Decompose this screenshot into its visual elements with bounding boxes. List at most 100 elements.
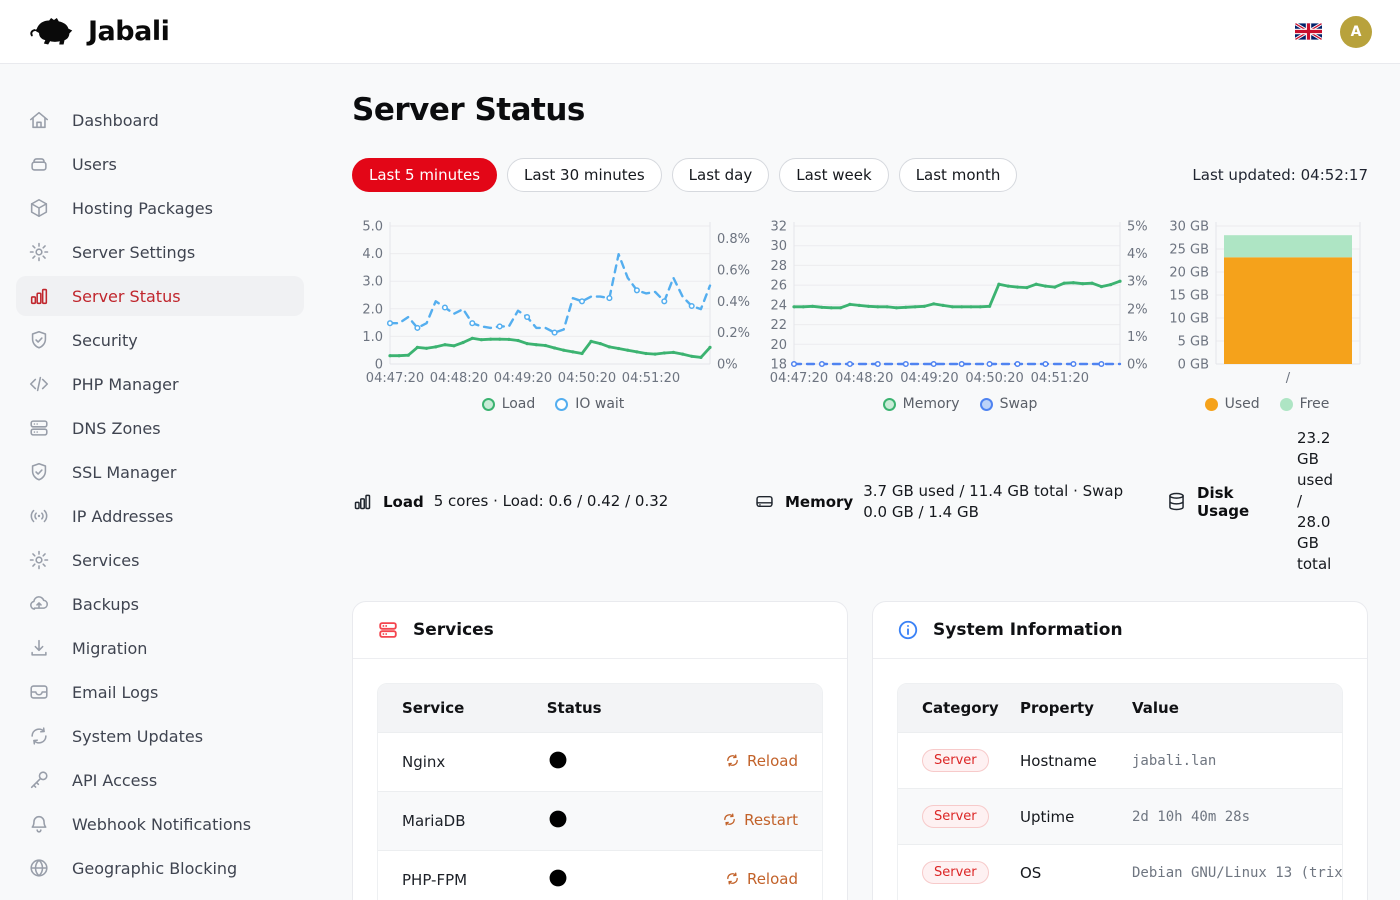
memory-icon: [754, 491, 775, 512]
brand[interactable]: Jabali: [28, 14, 170, 50]
sidebar-item-label: System Updates: [72, 726, 204, 746]
uk-flag-icon[interactable]: [1295, 23, 1322, 40]
svg-text:04:49:20: 04:49:20: [494, 371, 552, 386]
bar-chart-icon: [352, 491, 373, 512]
services-table: Service Status Nginx Reload MariaDB Restart…: [378, 684, 822, 900]
svg-text:1.0: 1.0: [362, 330, 383, 345]
key-icon: [28, 769, 50, 791]
sidebar-item-ssl-manager[interactable]: SSL Manager: [16, 452, 304, 492]
svg-text:2%: 2%: [1127, 302, 1148, 317]
sidebar-item-hosting-packages[interactable]: Hosting Packages: [16, 188, 304, 228]
svg-text:20: 20: [770, 338, 787, 353]
stat-label: Load: [383, 492, 424, 511]
shield-check-icon: [28, 461, 50, 483]
svg-text:3.0: 3.0: [362, 275, 383, 290]
services-card-body: Service Status Nginx Reload MariaDB Restart…: [353, 659, 847, 900]
svg-text:04:51:20: 04:51:20: [622, 371, 680, 386]
service-reload-button[interactable]: Reload: [725, 752, 798, 770]
service-reload-button[interactable]: Reload: [725, 870, 798, 888]
svg-text:3%: 3%: [1127, 275, 1148, 290]
sidebar-item-server-status[interactable]: Server Status: [16, 276, 304, 316]
legend-item-io-wait: IO wait: [555, 396, 624, 412]
disk-chart: 0 GB 5 GB 10 GB 15 GB 20 GB 25 GB 30 GB / Used F…: [1166, 216, 1368, 412]
svg-text:0 GB: 0 GB: [1178, 358, 1209, 373]
sidebar-item-dns-zones[interactable]: DNS Zones: [16, 408, 304, 448]
svg-text:5.0: 5.0: [362, 220, 383, 235]
time-range-last-day[interactable]: Last day: [671, 158, 770, 192]
category-badge: Server: [922, 861, 989, 884]
time-range-last-5-minutes[interactable]: Last 5 minutes: [352, 158, 498, 192]
svg-text:2.0: 2.0: [362, 302, 383, 317]
refresh-icon: [722, 812, 737, 827]
sidebar-item-migration[interactable]: Migration: [16, 628, 304, 668]
sidebar-item-backups[interactable]: Backups: [16, 584, 304, 624]
time-range-last-week[interactable]: Last week: [779, 158, 889, 192]
sidebar-item-webhook-notifications[interactable]: Webhook Notifications: [16, 804, 304, 844]
sidebar-item-api-access[interactable]: API Access: [16, 760, 304, 800]
sidebar-item-label: Services: [72, 550, 140, 570]
service-status-cell: [546, 791, 667, 851]
topbar-right: A: [1295, 15, 1372, 48]
svg-text:0.4%: 0.4%: [717, 295, 750, 310]
svg-text:4.0: 4.0: [362, 247, 383, 262]
charts-row: 0 1.0 2.0 3.0 4.0 5.0 0% 0.2% 0.4% 0.6% 0.8% 04:47:…: [352, 216, 1368, 412]
disk-chart-canvas: 0 GB 5 GB 10 GB 15 GB 20 GB 25 GB 30 GB /: [1169, 220, 1361, 386]
gear-icon: [28, 549, 50, 571]
sidebar-item-label: Server Settings: [72, 242, 196, 262]
sidebar-item-security[interactable]: Security: [16, 320, 304, 360]
sidebar-item-server-settings[interactable]: Server Settings: [16, 232, 304, 272]
bell-icon: [28, 813, 50, 835]
sysinfo-col-property: Property: [1020, 684, 1132, 733]
sidebar-item-system-updates[interactable]: System Updates: [16, 716, 304, 756]
sidebar-item-geographic-blocking[interactable]: Geographic Blocking: [16, 848, 304, 888]
sidebar-item-php-manager[interactable]: PHP Manager: [16, 364, 304, 404]
svg-text:04:48:20: 04:48:20: [430, 371, 488, 386]
svg-text:22: 22: [770, 318, 787, 333]
svg-text:04:50:20: 04:50:20: [558, 371, 616, 386]
code-icon: [28, 373, 50, 395]
legend-item-free: Free: [1279, 396, 1329, 412]
sidebar-item-services[interactable]: Services: [16, 540, 304, 580]
svg-text:04:49:20: 04:49:20: [900, 371, 958, 386]
sysinfo-value: 2d 10h 40m 28s: [1132, 788, 1342, 845]
category-badge: Server: [922, 749, 989, 772]
sysinfo-col-category: Category: [898, 684, 1020, 733]
service-name: Nginx: [378, 732, 547, 792]
sidebar-item-dashboard[interactable]: Dashboard: [16, 100, 304, 140]
system-info-card-header: System Information: [873, 602, 1367, 659]
svg-text:26: 26: [770, 279, 787, 294]
sidebar-item-label: Security: [72, 330, 138, 350]
svg-text:0%: 0%: [1127, 358, 1148, 373]
time-range-group: Last 5 minutes Last 30 minutes Last day Las…: [352, 158, 1192, 192]
svg-text:10 GB: 10 GB: [1169, 312, 1209, 327]
system-info-card-body: Category Property Value Server Hostname ja…: [873, 659, 1367, 900]
svg-text:04:48:20: 04:48:20: [835, 371, 893, 386]
brand-name: Jabali: [88, 16, 170, 47]
time-range-last-30-minutes[interactable]: Last 30 minutes: [507, 158, 662, 192]
sysinfo-value: Debian GNU/Linux 13 (trixie): [1132, 844, 1342, 900]
legend-dot: [979, 397, 993, 411]
gear-icon: [28, 241, 50, 263]
broadcast-icon: [28, 505, 50, 527]
time-range-last-month[interactable]: Last month: [898, 158, 1018, 192]
service-row-php-fpm: PHP-FPM Reload: [378, 850, 822, 900]
stats-row: Load 5 cores · Load: 0.6 / 0.42 / 0.32 Mem…: [352, 428, 1368, 575]
topbar: Jabali A: [0, 0, 1400, 64]
svg-text:04:47:20: 04:47:20: [366, 371, 424, 386]
sysinfo-col-value: Value: [1132, 684, 1342, 733]
avatar[interactable]: A: [1340, 15, 1372, 48]
service-restart-button[interactable]: Restart: [722, 811, 798, 829]
stat-load: Load 5 cores · Load: 0.6 / 0.42 / 0.32: [352, 428, 754, 575]
cards-row: Services Service Status Nginx Reload Maria…: [352, 601, 1368, 900]
sidebar-item-label: Migration: [72, 638, 148, 658]
sidebar-item-email-logs[interactable]: Email Logs: [16, 672, 304, 712]
services-col-status: Status: [546, 684, 667, 733]
sidebar-item-ip-addresses[interactable]: IP Addresses: [16, 496, 304, 536]
sidebar-item-label: API Access: [72, 770, 158, 790]
legend-dot: [1204, 397, 1218, 411]
check-circle-icon: [547, 867, 569, 889]
sidebar-item-label: Dashboard: [72, 110, 159, 130]
sidebar-item-users[interactable]: Users: [16, 144, 304, 184]
services-card-header: Services: [353, 602, 847, 659]
svg-text:0.6%: 0.6%: [717, 263, 750, 278]
